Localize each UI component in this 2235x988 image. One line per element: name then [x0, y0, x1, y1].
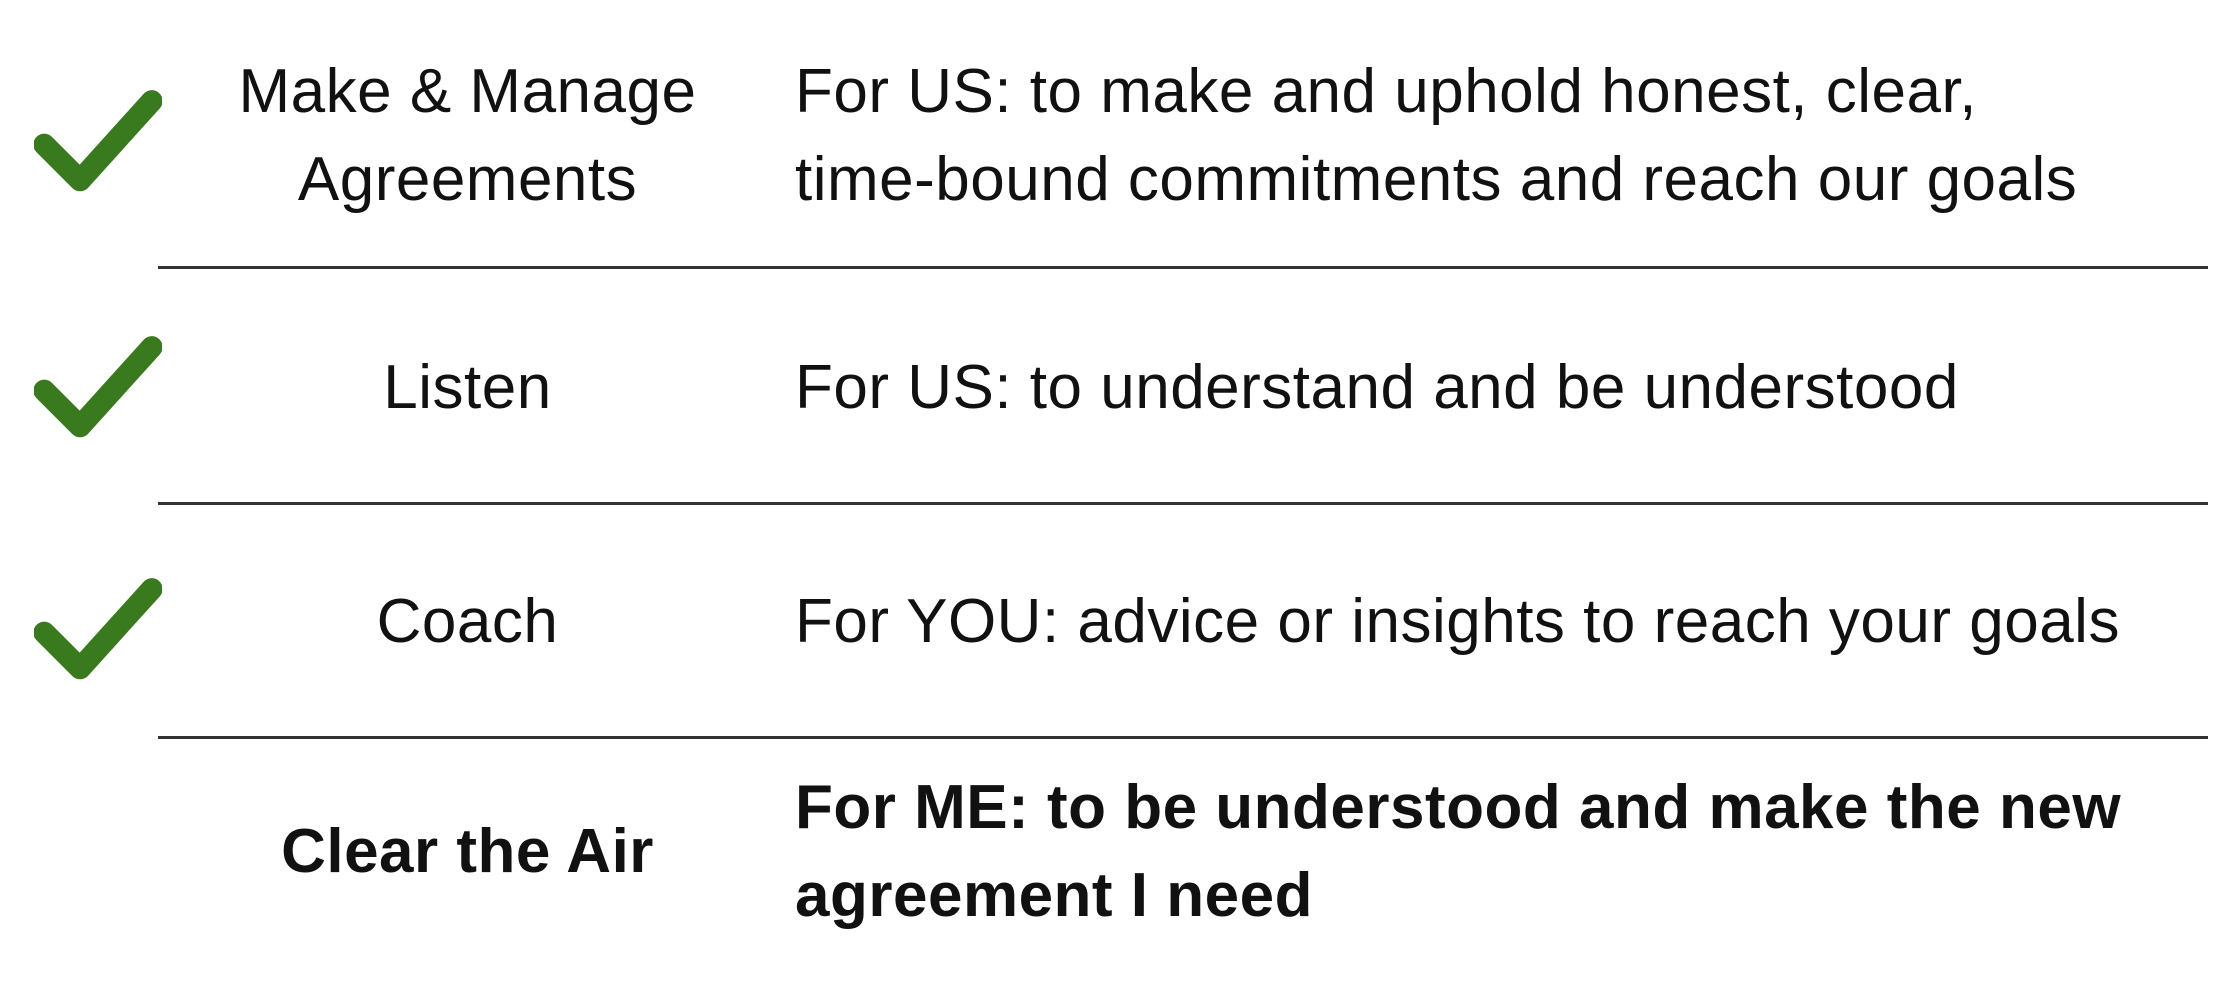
row-description-line: For ME: to be understood and make the ne…	[795, 773, 2122, 842]
row-description-line: time-bound commitments and reach our goa…	[795, 145, 2078, 214]
row-description: For YOU: advice or insights to reach you…	[795, 578, 2225, 666]
checkmark-icon	[34, 324, 162, 452]
row-description-line: For US: to understand and be understood	[795, 353, 1959, 422]
row-label: Clear the Air	[180, 808, 755, 896]
row-label-line: Listen	[383, 353, 552, 422]
row-divider	[158, 502, 2208, 505]
checkmark-icon	[34, 566, 162, 694]
row-divider	[158, 266, 2208, 269]
row-label-line: Agreements	[297, 145, 638, 214]
row-divider	[158, 736, 2208, 739]
row-label-line: Coach	[376, 587, 559, 656]
row-label-line: Clear the Air	[281, 817, 654, 886]
row-label: Coach	[180, 578, 755, 666]
row-description-line: agreement I need	[795, 861, 1313, 930]
row-description: For US: to make and uphold honest, clear…	[795, 48, 2225, 224]
checkmark-icon	[34, 78, 162, 206]
row-description-line: For US: to make and uphold honest, clear…	[795, 57, 1977, 126]
row-label-line: Make & Manage	[238, 57, 697, 126]
row-label: Listen	[180, 344, 755, 432]
row-description: For ME: to be understood and make the ne…	[795, 764, 2225, 940]
row-description: For US: to understand and be understood	[795, 344, 2225, 432]
row-label: Make & Manage Agreements	[180, 48, 755, 224]
row-description-line: For YOU: advice or insights to reach you…	[795, 587, 2120, 656]
